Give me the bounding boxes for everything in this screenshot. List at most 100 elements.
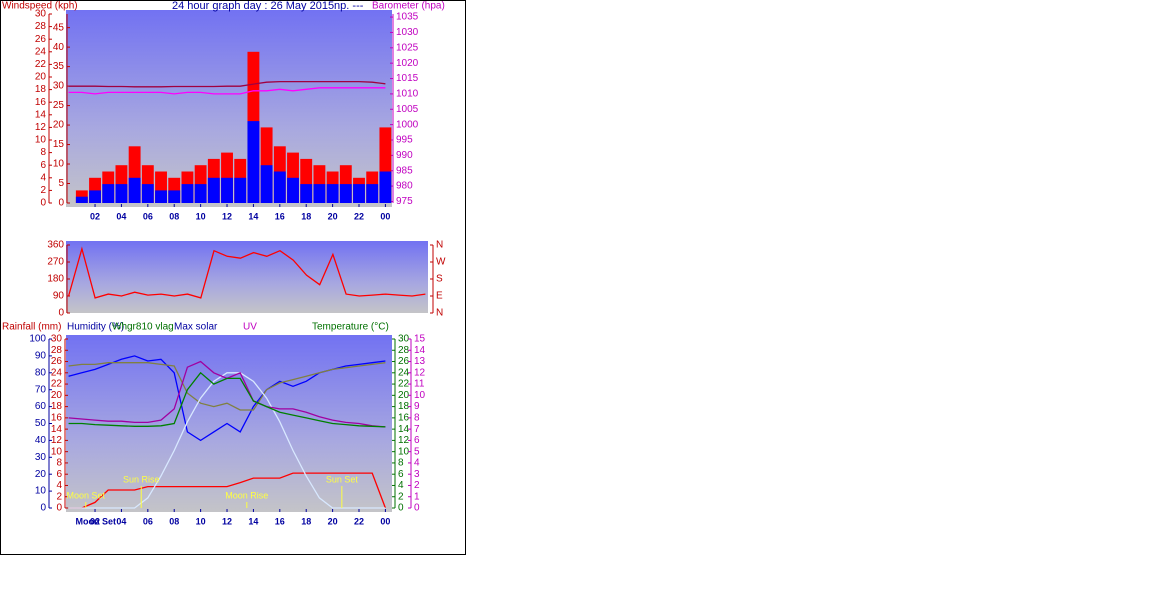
y4-tick-label: 7 [414, 424, 420, 435]
x-tick-label: 08 [169, 211, 179, 221]
y-tick-label: 360 [47, 240, 64, 251]
y2-tick-label: 18 [398, 401, 410, 412]
y2-tick-label: 10 [398, 446, 410, 457]
event-label: Sun Set [326, 474, 359, 484]
y4-tick-label: 1 [414, 491, 420, 502]
y4-tick-label: 2 [414, 480, 420, 491]
legend-entry: Whgr810 vlag [112, 322, 174, 333]
y-tick-label: 4 [40, 172, 46, 183]
y3-tick-label: 80 [35, 367, 47, 378]
wind-bar [379, 171, 392, 203]
y-tick-label: 18 [35, 84, 47, 95]
y3-tick-label: 40 [53, 42, 65, 53]
wind-bar [155, 190, 167, 203]
y2-tick-label: 990 [396, 150, 413, 161]
y-tick-label: 8 [40, 147, 46, 158]
y-tick-label: 20 [35, 72, 47, 83]
wind-bar [287, 177, 299, 203]
x-tick-label: 02 [90, 516, 100, 526]
x-tick-label: 06 [143, 211, 153, 221]
wind-bar [207, 177, 220, 203]
x-tick-label: 12 [222, 211, 232, 221]
y2-tick-label: E [436, 291, 443, 302]
x-tick-label: 00 [380, 516, 390, 526]
y3-tick-label: 90 [35, 351, 47, 362]
y3-tick-label: 40 [35, 435, 47, 446]
y4-tick-label: 15 [414, 334, 426, 345]
y2-tick-label: 30 [398, 334, 410, 345]
y2-tick-label: N [436, 240, 443, 251]
wind-bar [194, 184, 207, 203]
y-tick-label: 14 [51, 424, 63, 435]
y3-tick-label: 45 [53, 22, 65, 33]
x-tick-label: 08 [169, 516, 179, 526]
y-tick-label: 26 [35, 34, 47, 45]
y2-tick-label: 16 [398, 413, 410, 424]
y-tick-label: 26 [51, 356, 63, 367]
x-tick-label: 14 [248, 516, 258, 526]
y-tick-label: 22 [35, 59, 47, 70]
y3-tick-label: 5 [58, 178, 64, 189]
wind-bar [366, 184, 379, 203]
y3-tick-label: 100 [29, 334, 46, 345]
y4-tick-label: 10 [414, 390, 426, 401]
y-tick-label: 180 [47, 274, 64, 285]
y-tick-label: 12 [35, 122, 47, 133]
y-tick-label: 28 [51, 345, 63, 356]
x-tick-label: 14 [248, 211, 258, 221]
y2-tick-label: 995 [396, 135, 413, 146]
y-tick-label: 0 [56, 503, 62, 514]
wind-bar [221, 177, 233, 203]
event-label: Moon Set [67, 490, 106, 500]
y2-tick-label: 1035 [396, 12, 419, 23]
y-tick-label: 6 [40, 160, 46, 171]
y2-tick-label: 985 [396, 165, 413, 176]
legend-entry: UV [243, 322, 257, 333]
event-label: Sun Rise [123, 474, 160, 484]
series-line [67, 246, 426, 299]
y-tick-label: 12 [51, 435, 63, 446]
y2-tick-label: 20 [398, 390, 410, 401]
wind-bar [155, 171, 167, 203]
wind-bar [115, 184, 128, 203]
wind-bar [313, 184, 326, 203]
wind-bar [234, 177, 247, 203]
wind-bar [181, 184, 194, 203]
x-tick-label: 20 [328, 516, 338, 526]
y-tick-label: 14 [35, 109, 47, 120]
x-tick-label: 16 [275, 211, 285, 221]
x-tick-label: 12 [222, 516, 232, 526]
y3-tick-label: 0 [40, 503, 46, 514]
y-tick-label: 30 [35, 9, 47, 20]
y-tick-label: 20 [51, 390, 63, 401]
y2-tick-label: 1030 [396, 27, 419, 38]
y4-tick-label: 12 [414, 367, 426, 378]
y-tick-label: 8 [56, 458, 62, 469]
wind-bar [379, 127, 392, 203]
y2-tick-label: 4 [398, 480, 404, 491]
x-tick-label: 02 [90, 211, 100, 221]
y2-tick-label: 1015 [396, 73, 419, 84]
bottom-note: Moon Set [76, 516, 117, 526]
y3-tick-label: 50 [35, 418, 47, 429]
y3-tick-label: 10 [53, 159, 65, 170]
x-tick-label: 10 [196, 516, 206, 526]
wind-bar [326, 184, 339, 203]
y4-tick-label: 9 [414, 401, 420, 412]
series-line [68, 80, 386, 88]
y-tick-label: 6 [56, 469, 62, 480]
wind-bar [168, 190, 181, 203]
legend-entry: Max solar [174, 322, 218, 333]
y3-tick-label: 10 [35, 486, 47, 497]
wind-bar [128, 177, 141, 203]
y2-tick-label: 1010 [396, 89, 419, 100]
wind-bar [300, 184, 313, 203]
wind-bar [353, 184, 365, 203]
y3-tick-label: 35 [53, 61, 65, 72]
y4-tick-label: 13 [414, 356, 426, 367]
y-tick-label: 90 [53, 291, 65, 302]
y-axis-label: Windspeed (kph) [2, 1, 78, 12]
series-line [68, 372, 386, 509]
x-tick-label: 06 [143, 516, 153, 526]
